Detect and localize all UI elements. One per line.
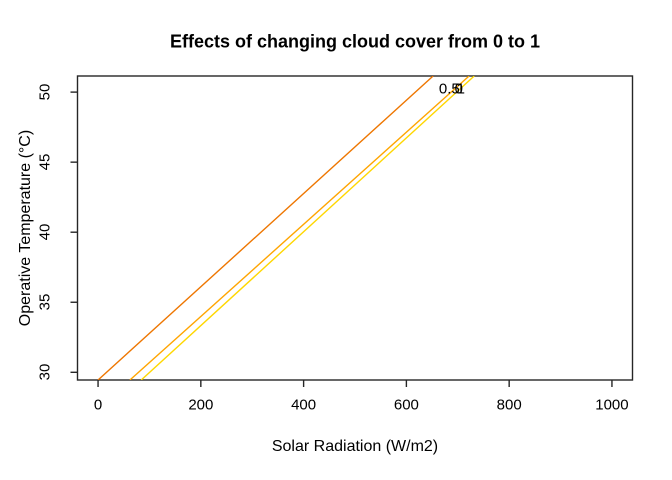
x-axis-label: Solar Radiation (W/m2): [271, 438, 439, 455]
y-tick-label: 30: [36, 363, 54, 381]
x-tick-label: 800: [496, 396, 522, 414]
series-label-line-3: 1: [456, 80, 465, 98]
x-tick-label: 600: [393, 396, 419, 414]
y-tick-label: 35: [36, 293, 54, 311]
series-line-3: [140, 76, 475, 380]
series-line-1: [97, 76, 434, 380]
plot-box: [76, 75, 634, 381]
x-tick-label: 1000: [595, 396, 629, 414]
y-tick-label: 40: [36, 223, 54, 241]
x-tick-label: 400: [291, 396, 317, 414]
series-line-2: [129, 76, 470, 380]
y-tick-label: 45: [36, 153, 54, 171]
series-label-line-2: 0: [454, 80, 463, 98]
x-tick-label: 200: [188, 396, 214, 414]
series-label-line-1: 0.5: [438, 80, 460, 98]
y-tick-label: 50: [36, 83, 54, 101]
chart-title: Effects of changing cloud cover from 0 t…: [169, 31, 541, 52]
x-tick-label: 0: [93, 396, 103, 414]
